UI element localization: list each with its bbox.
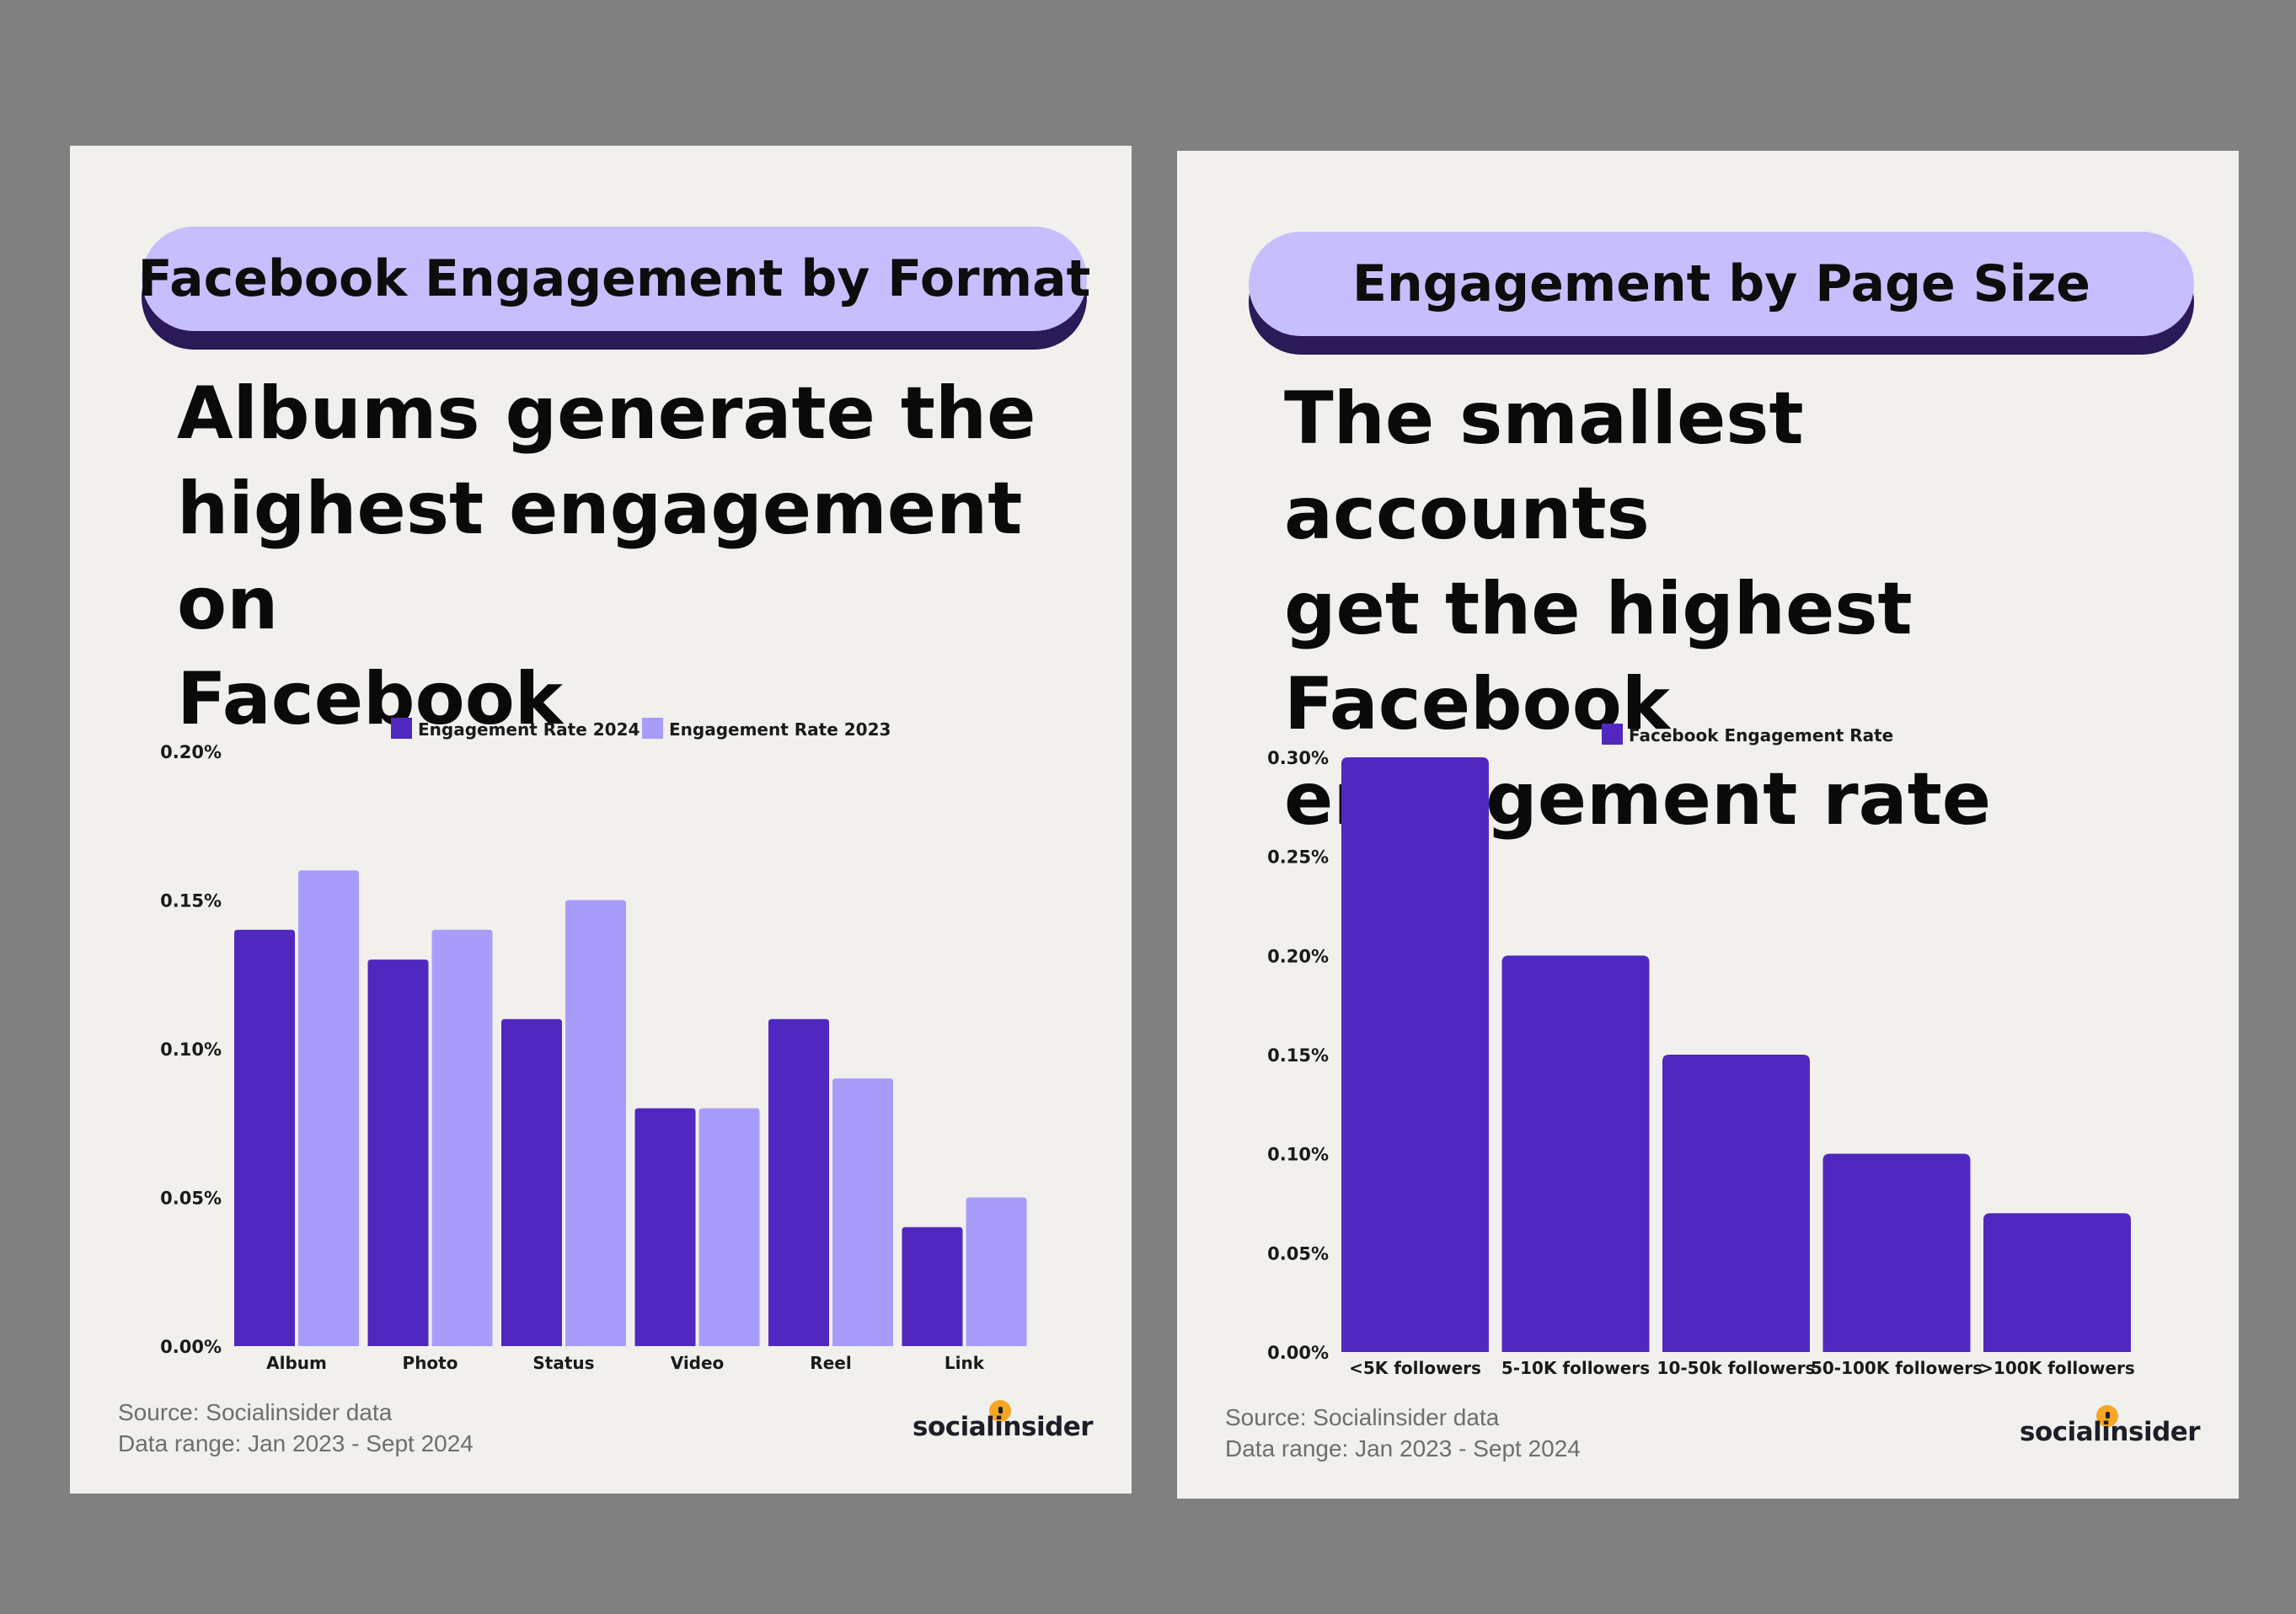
socialinsider-logo: socialinsider [913,1400,1148,1447]
headline-line: highest engagement on [177,467,1023,646]
x-tick-label: <5K followers [1349,1358,1481,1378]
legend-swatch [642,718,663,739]
bar [501,1018,562,1346]
x-tick-label: Status [533,1353,594,1373]
legend-swatch [391,718,412,739]
legend-swatch [1602,724,1623,745]
logo-text: socialinsider [2020,1417,2201,1447]
page-size-bar-chart: 0.00% 0.05% 0.10% 0.15% 0.20% 0.25% 0.30% Faceb… [1267,724,2135,1378]
bar [1983,1213,2131,1352]
y-tick-label: 0.10% [1267,1145,1329,1165]
card-format-engagement: Facebook Engagement by Format Albums gen… [70,146,1132,1494]
x-tick-label: Link [945,1353,985,1373]
logo-eyes-icon [2106,1412,2110,1419]
y-tick-label: 0.30% [1267,748,1329,768]
bar [298,870,359,1346]
x-tick-label: 10-50k followers [1657,1358,1816,1378]
data-range-line: Data range: Jan 2023 - Sept 2024 [118,1430,474,1456]
x-tick-label: Reel [810,1353,851,1373]
y-tick-label: 0.20% [160,742,222,762]
bar [1501,955,1650,1352]
card-page-size-engagement: Engagement by Page Size The smallest acc… [1177,151,2239,1499]
legend-label: Engagement Rate 2024 [418,719,640,740]
y-tick-label: 0.20% [1267,946,1329,966]
bar [768,1018,829,1346]
bar [832,1078,893,1346]
headline: Albums generate the highest engagement o… [177,366,1070,747]
bar [966,1197,1027,1346]
legend-label: Engagement Rate 2023 [669,719,891,740]
source-line: Source: Socialinsider data [118,1399,393,1425]
y-tick-label: 0.10% [160,1039,222,1060]
y-tick-label: 0.05% [160,1189,222,1209]
socialinsider-logo: socialinsider [2020,1405,2256,1452]
bar [902,1227,963,1346]
headline-line: Facebook [177,657,563,741]
headline-line: Albums generate the [177,371,1036,456]
bar [234,929,295,1346]
title-pill: Engagement by Page Size [1249,232,2194,336]
x-tick-label: Album [266,1353,327,1373]
headline-line: The smallest accounts [1284,377,1804,556]
x-tick-label: 5-10K followers [1501,1358,1650,1378]
y-tick-label: 0.25% [1267,847,1329,868]
bar [1822,1153,1971,1352]
data-range-line: Data range: Jan 2023 - Sept 2024 [1225,1435,1581,1462]
x-tick-label: 50-100K followers [1811,1358,1983,1378]
x-tick-label: Video [671,1353,725,1373]
source-note: Source: Socialinsider data Data range: J… [118,1397,474,1459]
y-tick-label: 0.00% [1267,1343,1329,1363]
y-tick-label: 0.15% [160,891,222,911]
bar [698,1108,760,1346]
logo-eyes-icon [998,1407,1003,1414]
logo-text: socialinsider [913,1412,1094,1442]
bar [565,900,626,1346]
bar [634,1108,696,1346]
bar [431,929,493,1346]
bar [367,959,429,1346]
x-tick-label: >100K followers [1979,1358,2135,1378]
title-pill: Facebook Engagement by Format [138,227,1090,331]
source-note: Source: Socialinsider data Data range: J… [1225,1402,1581,1464]
y-tick-label: 0.15% [1267,1045,1329,1066]
format-bar-chart: 0.00% 0.05% 0.10% 0.15% 0.20% Engagement Rate… [160,718,1027,1373]
y-tick-label: 0.05% [1267,1243,1329,1264]
legend-label: Facebook Engagement Rate [1629,725,1893,746]
x-tick-label: Photo [403,1353,458,1373]
bar [1662,1055,1810,1352]
y-tick-label: 0.00% [160,1337,222,1357]
source-line: Source: Socialinsider data [1225,1404,1500,1430]
bar [1341,757,1489,1352]
